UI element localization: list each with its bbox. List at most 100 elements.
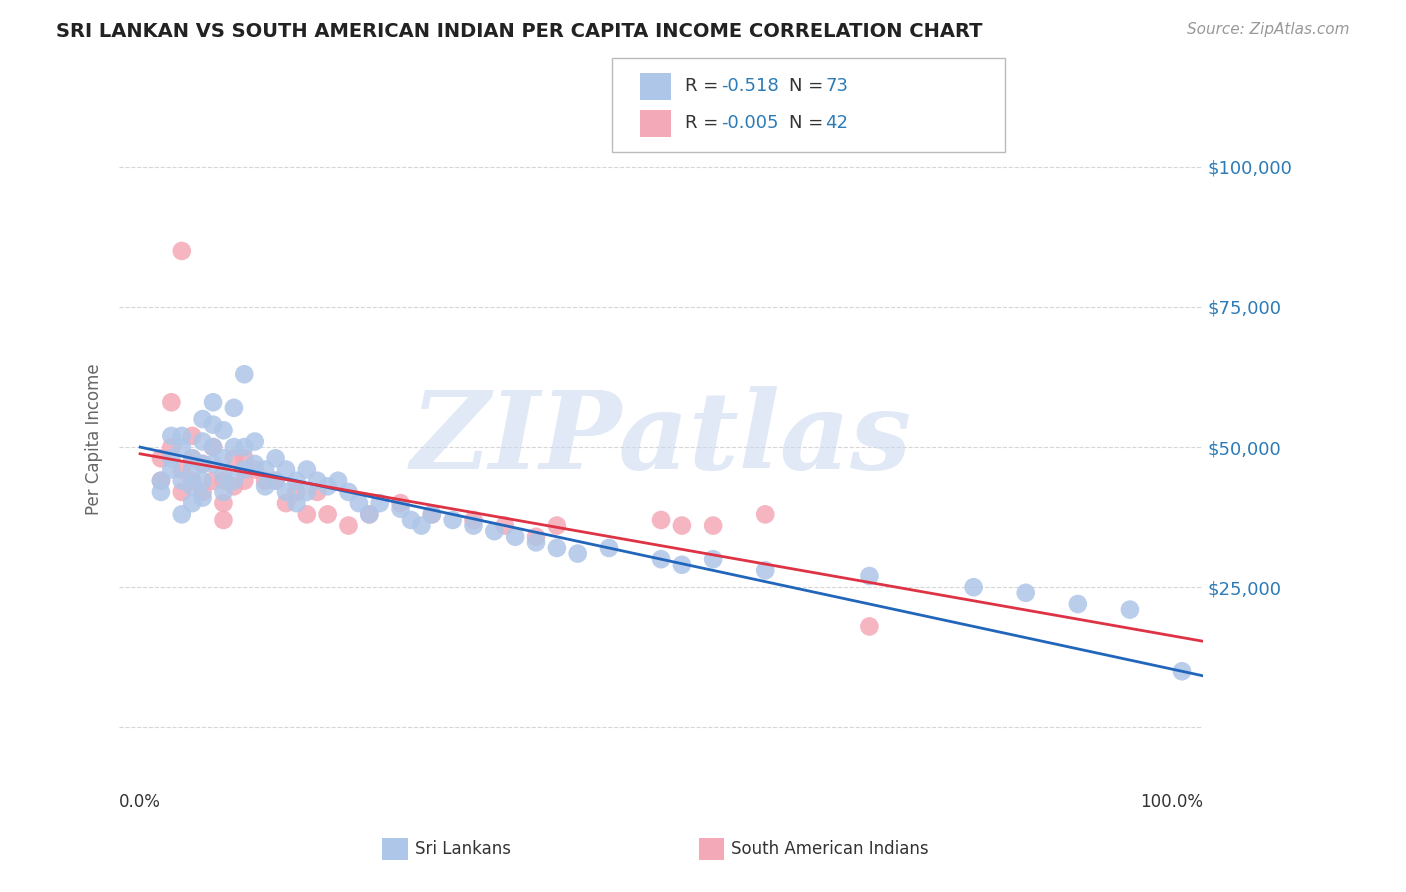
Point (243, 457, 266, 471)
Point (295, 462, 318, 476)
Point (420, 508, 443, 522)
Point (181, 479, 204, 493)
Point (702, 518, 724, 533)
Point (191, 434, 214, 449)
Text: Sri Lankans: Sri Lankans (415, 840, 510, 858)
Text: 42: 42 (825, 114, 848, 132)
Point (567, 547, 589, 561)
Point (503, 530, 526, 544)
Point (191, 457, 214, 471)
Point (702, 552, 724, 566)
Point (160, 462, 183, 476)
Point (212, 496, 235, 510)
Point (170, 244, 193, 258)
Point (212, 423, 235, 437)
Point (463, 513, 485, 527)
Point (181, 496, 204, 510)
Point (222, 451, 245, 466)
Point (212, 513, 235, 527)
Point (212, 451, 235, 466)
Text: 73: 73 (825, 78, 848, 95)
Point (307, 474, 329, 488)
Point (160, 395, 183, 409)
Point (650, 513, 672, 527)
Point (170, 474, 193, 488)
Point (441, 513, 464, 527)
Point (264, 474, 287, 488)
Point (307, 484, 329, 499)
Point (420, 508, 443, 522)
Point (191, 484, 214, 499)
Point (222, 474, 245, 488)
Point (337, 518, 360, 533)
Point (149, 451, 172, 466)
Point (191, 474, 214, 488)
Text: ZIPatlas: ZIPatlas (411, 385, 911, 491)
Point (170, 508, 193, 522)
Point (222, 479, 245, 493)
Point (295, 508, 318, 522)
Point (202, 417, 225, 432)
Point (285, 484, 308, 499)
Point (233, 474, 256, 488)
Point (463, 518, 485, 533)
Point (254, 474, 277, 488)
Point (170, 440, 193, 454)
Point (359, 508, 381, 522)
Point (233, 462, 256, 476)
Point (671, 558, 693, 572)
Point (1171, 665, 1194, 679)
Point (274, 462, 297, 476)
Point (202, 457, 225, 471)
Point (316, 508, 339, 522)
Point (160, 451, 183, 466)
Text: SRI LANKAN VS SOUTH AMERICAN INDIAN PER CAPITA INCOME CORRELATION CHART: SRI LANKAN VS SOUTH AMERICAN INDIAN PER … (56, 22, 983, 41)
Point (337, 484, 360, 499)
Text: 0.0%: 0.0% (120, 793, 162, 812)
Point (170, 484, 193, 499)
Point (285, 496, 308, 510)
Text: 100.0%: 100.0% (1140, 793, 1204, 812)
Point (389, 496, 412, 510)
Point (326, 474, 349, 488)
Point (191, 457, 214, 471)
Point (233, 451, 256, 466)
Point (1119, 602, 1142, 616)
Point (399, 513, 422, 527)
Text: -0.518: -0.518 (721, 78, 779, 95)
Point (316, 479, 339, 493)
Point (202, 474, 225, 488)
Point (202, 440, 225, 454)
Point (962, 580, 984, 594)
Point (181, 451, 204, 466)
Point (212, 468, 235, 483)
Point (858, 619, 880, 633)
Point (347, 496, 370, 510)
Point (524, 530, 547, 544)
Point (524, 535, 547, 549)
Text: South American Indians: South American Indians (731, 840, 929, 858)
Point (233, 368, 256, 382)
Text: N =: N = (789, 78, 828, 95)
Point (264, 474, 287, 488)
Point (359, 508, 381, 522)
Point (233, 440, 256, 454)
Point (411, 518, 433, 533)
Point (191, 491, 214, 505)
Text: R =: R = (685, 78, 724, 95)
Text: -0.005: -0.005 (721, 114, 779, 132)
Point (295, 484, 318, 499)
Point (264, 451, 287, 466)
Point (494, 518, 516, 533)
Point (181, 429, 204, 443)
Point (243, 462, 266, 476)
Point (285, 474, 308, 488)
Text: N =: N = (789, 114, 828, 132)
Point (274, 496, 297, 510)
Point (671, 518, 693, 533)
Point (181, 462, 204, 476)
Point (160, 429, 183, 443)
Point (191, 412, 214, 426)
Point (389, 501, 412, 516)
Point (160, 440, 183, 454)
